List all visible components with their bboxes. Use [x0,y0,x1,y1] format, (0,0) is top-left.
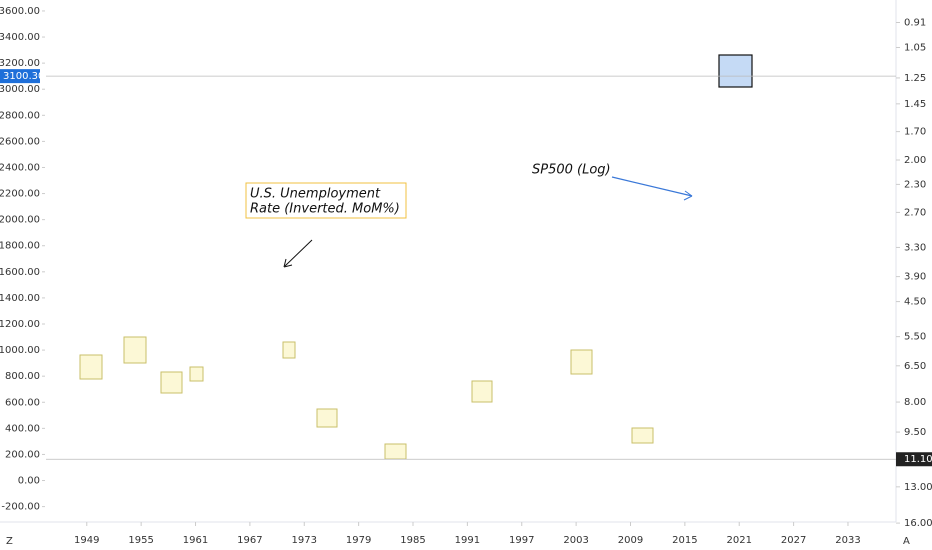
price-badge-label: 11.10 [904,454,932,465]
highlight-box [123,336,147,364]
highlight-box [384,443,407,460]
price-badge-label: 3100.30 [3,71,44,82]
arrow [611,176,693,201]
y-tick-label: 0.00 [18,476,40,487]
y-tick-label: 2200.00 [0,189,40,200]
y2-tick-label: 1.25 [904,73,926,84]
x-tick-label: 1955 [128,535,153,546]
x-tick-label: 2027 [781,535,806,546]
y2-tick-label: 2.30 [904,179,926,190]
x-tick-label: 1967 [237,535,262,546]
x-tick-label: 2033 [835,535,860,546]
x-tick-label: 1973 [292,535,317,546]
x-tick-label: 2015 [672,535,697,546]
y2-tick-label: 2.70 [904,207,926,218]
y-tick-label: 2800.00 [0,110,40,121]
y-tick-label: 200.00 [5,449,40,460]
y-tick-label: 1400.00 [0,293,40,304]
x-tick-label: 1961 [183,535,208,546]
y2-tick-label: 6.50 [904,361,926,372]
highlight-box [282,341,296,359]
x-tick-label: 2021 [727,535,752,546]
x-tick-label: 1985 [400,535,425,546]
highlight-box [316,408,338,428]
x-tick-label: 1997 [509,535,534,546]
highlight-box [631,427,654,444]
y2-tick-label: 3.30 [904,242,926,253]
y-tick-label: 3400.00 [0,32,40,43]
highlight-box [189,366,204,382]
y-tick-label: 600.00 [5,397,40,408]
y-tick-label: 1800.00 [0,241,40,252]
y2-tick-label: 4.50 [904,297,926,308]
y-tick-label: 3200.00 [0,58,40,69]
highlight-box-top [718,54,753,88]
y-tick-label: 400.00 [5,423,40,434]
arrow [283,239,313,268]
price-badge [896,452,932,467]
y-tick-label: 2600.00 [0,136,40,147]
y-tick-label: 1600.00 [0,267,40,278]
y2-tick-label: 9.50 [904,427,926,438]
highlight-box [570,349,593,375]
annotation: SP500 (Log) [532,163,611,178]
annotation: Rate (Inverted. MoM%) [250,202,400,217]
control-button[interactable]: Z [6,536,13,547]
y2-tick-label: 5.50 [904,332,926,343]
y2-tick-label: 2.00 [904,155,926,166]
highlight-box [79,354,103,380]
y-tick-label: 800.00 [5,371,40,382]
x-tick-label: 2003 [563,535,588,546]
y2-tick-label: 8.00 [904,397,926,408]
y2-tick-label: 1.45 [904,99,926,110]
y2-tick-label: 3.90 [904,272,926,283]
y-tick-label: 1200.00 [0,319,40,330]
annotation: U.S. Unemployment [250,187,381,202]
highlight-box [471,380,493,403]
highlight-box [160,371,183,394]
y-tick-label: 3000.00 [0,84,40,95]
x-tick-label: 1949 [74,535,99,546]
y2-tick-label: 16.00 [904,518,932,529]
y2-tick-label: 0.91 [904,17,926,28]
x-tick-label: 2009 [618,535,643,546]
y-tick-label: 3600.00 [0,6,40,17]
annotation-box [245,182,407,219]
y-tick-label: 2400.00 [0,162,40,173]
x-tick-label: 1991 [455,535,480,546]
price-badge [0,69,40,84]
y2-tick-label: 13.00 [904,482,932,493]
x-tick-label: 1979 [346,535,371,546]
y2-tick-label: 1.70 [904,127,926,138]
control-button[interactable]: A [903,536,910,547]
y-tick-label: 2000.00 [0,215,40,226]
y-tick-label: -200.00 [1,502,40,513]
y-tick-label: 1000.00 [0,345,40,356]
y2-tick-label: 1.05 [904,42,926,53]
